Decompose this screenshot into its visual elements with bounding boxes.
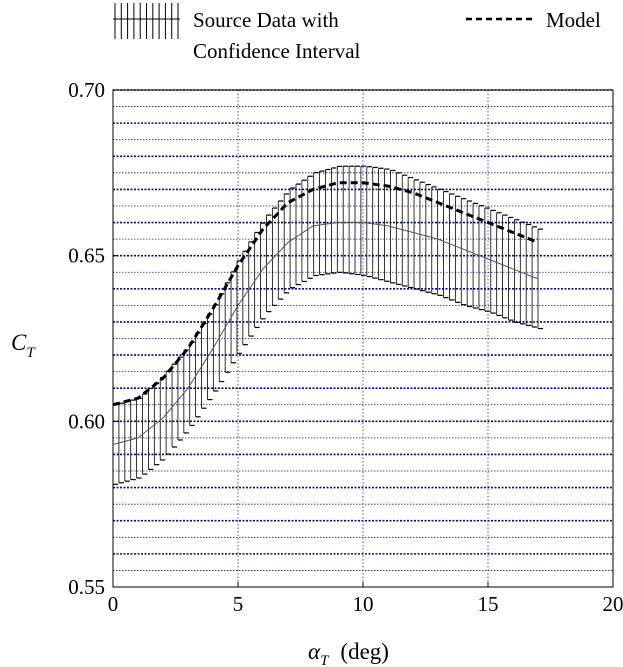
- y-tick-label: 0.55: [68, 575, 105, 599]
- legend-label-source-line1: Source Data with: [193, 8, 339, 32]
- x-tick-label: 5: [233, 592, 244, 616]
- source-data-line: [112, 222, 539, 446]
- model-line: [112, 181, 539, 407]
- y-tick-label: 0.70: [68, 78, 105, 102]
- axis-ticks: 0 5 10 15 20 0.55 0.60 0.65 0.70: [68, 78, 623, 616]
- y-axis-symbol: C: [11, 330, 27, 355]
- line-series: [112, 181, 539, 446]
- x-tick-label: 15: [478, 592, 499, 616]
- x-tick-label: 0: [108, 592, 119, 616]
- y-tick-label: 0.60: [68, 409, 105, 433]
- legend-label-model: Model: [546, 8, 601, 32]
- x-axis-unit: (deg): [340, 639, 389, 664]
- x-tick-label: 10: [353, 592, 374, 616]
- y-axis-title: CT: [11, 330, 36, 361]
- grid: [112, 89, 614, 587]
- x-axis-subscript: T: [320, 653, 330, 667]
- x-tick-label: 20: [603, 592, 623, 616]
- x-axis-title: αT (deg): [308, 639, 389, 667]
- legend-errorbar-swatch: [113, 3, 180, 39]
- legend: Source Data with Confidence Interval Mod…: [113, 3, 601, 63]
- errorbar-series: [112, 165, 543, 485]
- y-axis-subscript: T: [26, 345, 36, 361]
- x-axis-symbol: α: [308, 639, 321, 664]
- legend-label-source-line2: Confidence Interval: [193, 39, 361, 63]
- y-tick-label: 0.65: [68, 244, 105, 268]
